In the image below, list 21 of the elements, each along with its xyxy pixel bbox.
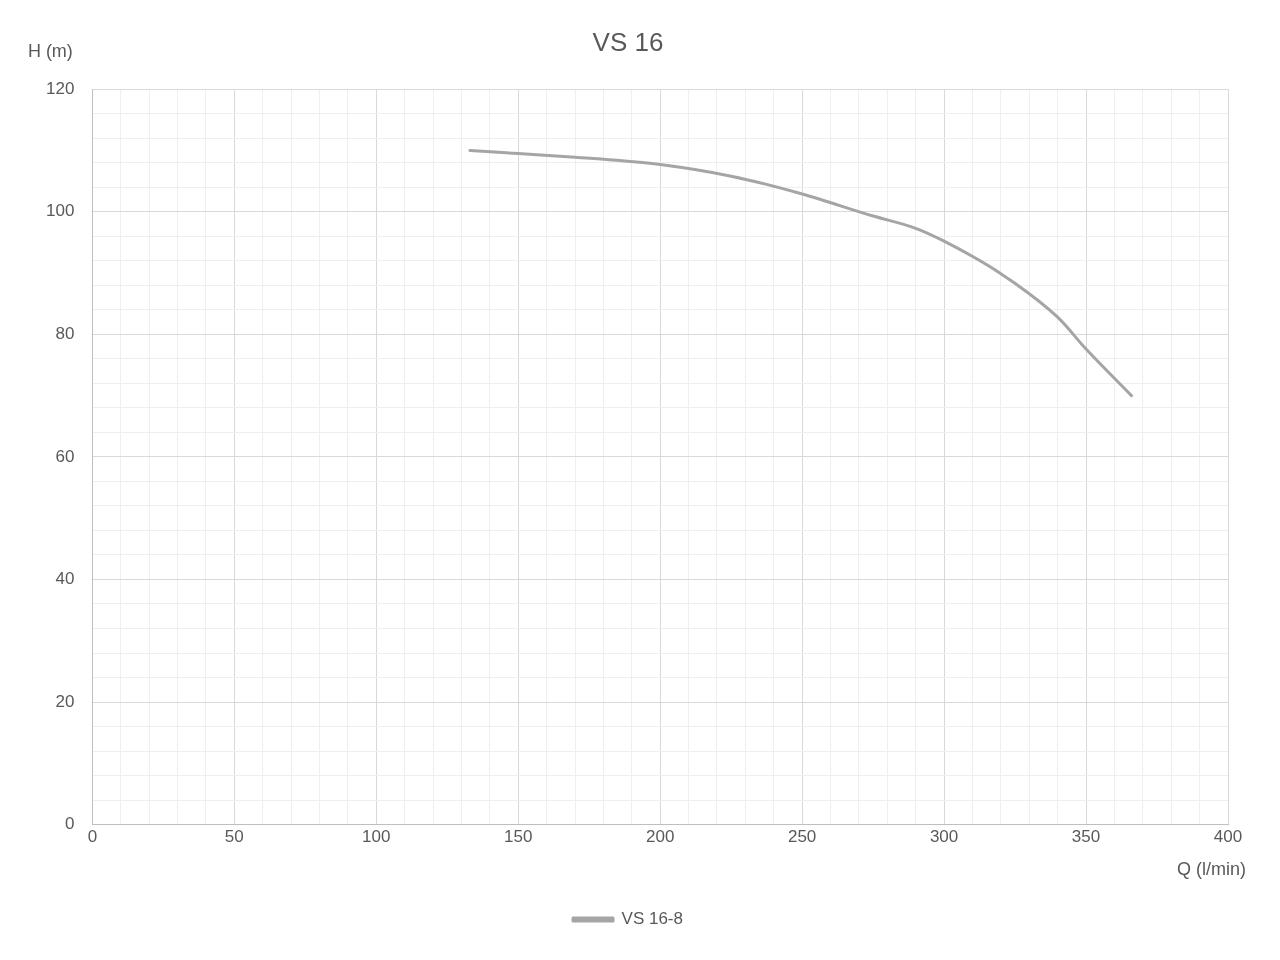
x-tick-label: 100 [362,827,391,847]
y-tick-label: 0 [64,814,75,834]
x-tick-label: 250 [787,827,817,847]
y-tick-label: 100 [45,201,75,221]
x-tick-label: 0 [87,827,98,847]
x-tick-label: 300 [929,827,959,847]
legend-label: VS 16-8 [621,909,683,929]
chart-title: VS 16 [592,26,664,57]
x-tick-label: 400 [1213,827,1243,847]
y-tick-label: 80 [55,324,75,344]
x-tick-label: 50 [224,827,244,847]
x-tick-label: 150 [504,827,533,847]
y-axis-title: H (m) [27,41,73,62]
line-series [468,148,1133,398]
y-tick-label: 120 [45,78,75,98]
x-axis-title: Q (l/min) [1177,858,1246,879]
y-tick-label: 40 [55,569,75,589]
y-tick-label: 60 [55,446,75,466]
x-tick-label: 350 [1071,827,1101,847]
y-tick-label: 20 [55,691,75,711]
x-tick-label: 200 [645,827,675,847]
